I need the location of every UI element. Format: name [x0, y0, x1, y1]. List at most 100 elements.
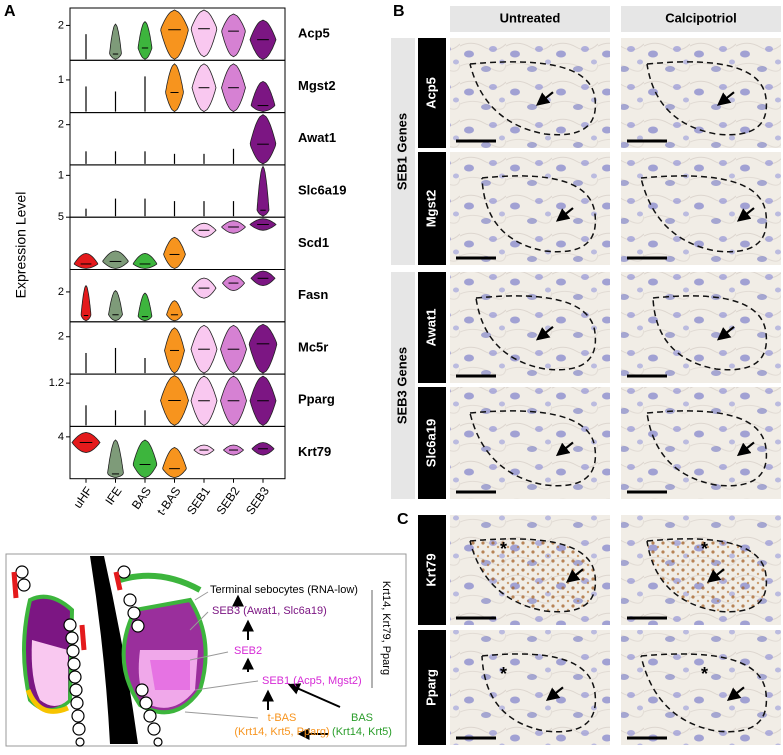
pointer-line — [184, 591, 259, 719]
outline — [646, 61, 768, 136]
gene-label: Acp5 — [298, 26, 330, 41]
row-label-bg — [418, 630, 446, 745]
gene-label: Pparg — [298, 392, 335, 407]
violin — [248, 323, 278, 374]
outline — [469, 61, 597, 136]
micrograph — [450, 272, 610, 383]
gene-label: Slc6a19 — [298, 182, 346, 197]
x-tick-label: BAS — [129, 484, 154, 512]
violin — [163, 236, 186, 269]
gene-label: Mc5r — [298, 339, 328, 354]
arrow — [716, 91, 735, 106]
violin — [107, 439, 124, 479]
violin — [132, 439, 158, 479]
violin — [108, 290, 123, 322]
stain — [470, 538, 596, 612]
violin — [250, 80, 276, 113]
x-tick-label: SEB1 — [184, 484, 213, 517]
micrograph: * — [450, 515, 610, 625]
cell-chain — [15, 565, 163, 747]
arrow — [232, 594, 341, 740]
violin — [165, 63, 184, 113]
outline — [640, 653, 768, 733]
tissue — [621, 152, 781, 265]
outline — [646, 538, 768, 613]
micrograph — [621, 38, 781, 148]
micrograph — [450, 387, 610, 499]
micrograph — [621, 387, 781, 499]
violin — [162, 447, 187, 479]
micrograph: * — [450, 630, 610, 745]
y-tick-label: 4 — [58, 431, 64, 443]
arrow — [535, 91, 554, 106]
x-tick-label: uHF — [71, 484, 95, 511]
violin — [73, 252, 99, 269]
group-label-bg — [391, 272, 415, 499]
label: SEB3 (Awat1, Slc6a19) — [212, 605, 327, 617]
tissue — [450, 387, 610, 499]
row-label-bg — [418, 387, 446, 499]
column-header: Calcipotriol — [665, 10, 737, 25]
arrow — [716, 325, 735, 341]
violin — [249, 114, 277, 165]
micrograph: * — [621, 630, 781, 745]
tissue — [621, 272, 781, 383]
stain — [647, 538, 767, 612]
row-label: Mgst2 — [423, 190, 438, 228]
column-header-bg — [621, 6, 781, 32]
column-header-bg — [450, 6, 610, 32]
facet-frame — [69, 425, 286, 480]
y-tick-label: 2 — [58, 19, 64, 31]
y-tick-label: 2 — [58, 119, 64, 131]
violin — [160, 9, 189, 60]
y-tick-label: 1 — [58, 169, 64, 181]
row-label: Krt79 — [423, 553, 438, 586]
violin — [221, 13, 246, 58]
row-label-bg — [418, 38, 446, 148]
row-label: Slc6a19 — [423, 419, 438, 467]
violin — [137, 21, 153, 60]
micrograph — [621, 152, 781, 265]
label: (Krt14, Krt5) — [332, 726, 392, 738]
gland — [150, 660, 190, 690]
arrow — [736, 207, 755, 222]
row-label: Awat1 — [423, 308, 438, 346]
arrow — [555, 207, 574, 222]
row-label: Acp5 — [423, 77, 438, 109]
label: (Krt14, Krt5, Pparg) — [234, 726, 329, 738]
gland — [25, 688, 69, 714]
violin-panel: Acp5 2 Mgst2 1 Awat1 2 Slc6a19 1 Scd1 5 Fasn 2 Mc5r 2… — [49, 7, 346, 518]
gene-label: Mgst2 — [298, 78, 336, 93]
group-label: SEB3 Genes — [394, 347, 409, 424]
arrow — [565, 568, 584, 583]
micrograph — [450, 152, 610, 265]
label: SEB1 (Acp5, Mgst2) — [262, 675, 362, 687]
panel-label: C — [397, 511, 409, 528]
arrow — [545, 686, 564, 701]
asterisk: * — [500, 539, 507, 559]
x-tick-label: IFE — [102, 484, 124, 507]
gland — [119, 572, 202, 593]
micrograph-panel: Untreated Calcipotriol SEB1 Genes Acp5 Mgst2… — [391, 6, 781, 745]
y-tick-label: 1 — [58, 74, 64, 86]
x-tick-label: t-BAS — [154, 484, 183, 518]
tissue — [621, 387, 781, 499]
violin — [256, 165, 270, 217]
row-label-bg — [418, 515, 446, 625]
x-tick-label: SEB2 — [213, 484, 242, 517]
y-tick-label: 2 — [58, 331, 64, 343]
row-label: Pparg — [423, 669, 438, 706]
label: t-BAS — [268, 712, 297, 724]
panel-label: A — [4, 3, 16, 20]
asterisk: * — [701, 664, 708, 684]
uhf-layer — [11, 571, 123, 651]
outline — [640, 175, 768, 253]
arrow — [736, 441, 755, 457]
gland — [31, 640, 69, 706]
label: Krt14, Krt79, Pparg — [380, 581, 392, 675]
tissue — [450, 38, 610, 148]
outline — [469, 410, 597, 487]
violin — [109, 23, 122, 60]
gene-label: Krt79 — [298, 444, 331, 459]
group-label-bg — [391, 38, 415, 265]
